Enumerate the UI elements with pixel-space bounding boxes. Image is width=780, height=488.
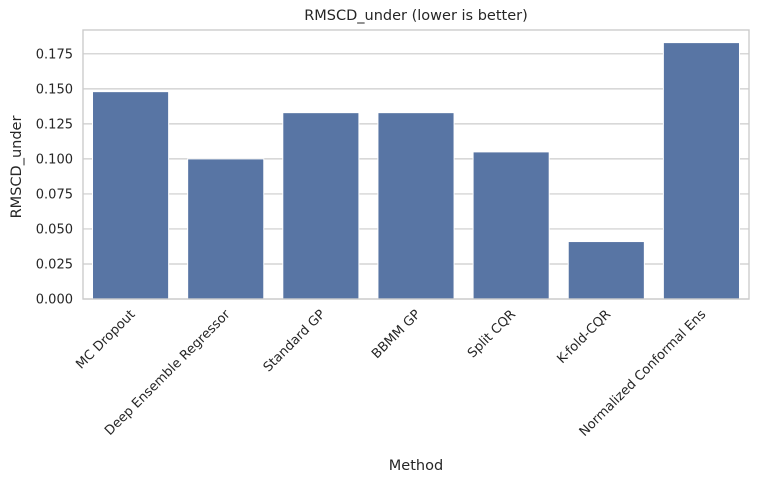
bar — [187, 158, 265, 300]
axes-frame — [82, 29, 750, 300]
x-tick-label: Standard GP — [261, 307, 329, 375]
y-tick-label: 0.125 — [36, 117, 73, 132]
plot-frame — [82, 29, 750, 300]
bar — [662, 42, 740, 300]
y-tick-label: 0.025 — [36, 257, 73, 272]
x-tick-label: K-fold-CQR — [555, 307, 615, 367]
y-tick-labels: 0.000 0.025 0.050 0.075 0.100 0.125 0.150 0.175 — [36, 47, 73, 307]
x-axis-label: Method — [389, 458, 443, 474]
x-tick-label: BBMM GP — [369, 307, 424, 362]
bar — [567, 241, 645, 300]
bar — [472, 151, 550, 300]
chart-title: RMSCD_under (lower is better) — [304, 8, 528, 24]
bar — [92, 91, 170, 300]
bar — [282, 112, 360, 300]
y-axis-label: RMSCD_under — [9, 116, 25, 219]
y-tick-label: 0.150 — [36, 82, 73, 97]
x-tick-label: Split CQR — [465, 307, 519, 361]
x-tick-label: MC Dropout — [73, 307, 138, 372]
y-tick-label: 0.075 — [36, 187, 73, 202]
bar — [377, 112, 455, 300]
y-tick-label: 0.100 — [36, 152, 73, 167]
bars — [92, 42, 740, 300]
y-tick-label: 0.000 — [36, 293, 73, 308]
y-tick-label: 0.050 — [36, 222, 73, 237]
y-tick-label: 0.175 — [36, 47, 73, 62]
